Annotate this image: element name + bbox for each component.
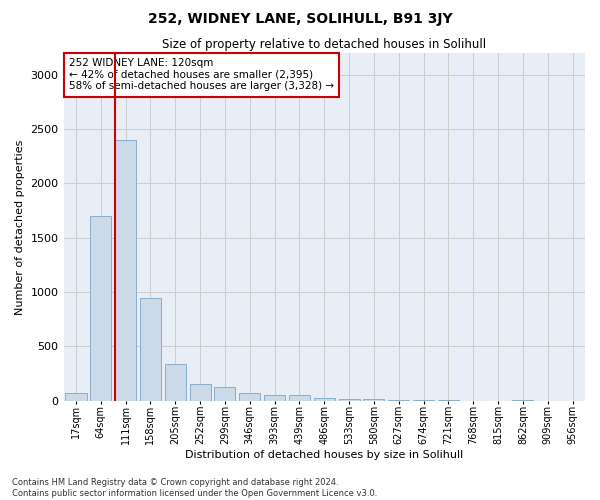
Bar: [512, 400, 533, 401]
Bar: [338, 398, 359, 401]
Bar: [239, 393, 260, 401]
Text: 252, WIDNEY LANE, SOLIHULL, B91 3JY: 252, WIDNEY LANE, SOLIHULL, B91 3JY: [148, 12, 452, 26]
Title: Size of property relative to detached houses in Solihull: Size of property relative to detached ho…: [162, 38, 487, 51]
Bar: [289, 396, 310, 401]
Text: 252 WIDNEY LANE: 120sqm
← 42% of detached houses are smaller (2,395)
58% of semi: 252 WIDNEY LANE: 120sqm ← 42% of detache…: [69, 58, 334, 92]
Bar: [65, 392, 86, 401]
Bar: [190, 384, 211, 401]
Bar: [364, 398, 385, 401]
Bar: [115, 140, 136, 401]
Bar: [90, 216, 112, 401]
Bar: [165, 364, 186, 401]
Y-axis label: Number of detached properties: Number of detached properties: [15, 139, 25, 314]
Bar: [438, 400, 459, 401]
Bar: [140, 298, 161, 401]
X-axis label: Distribution of detached houses by size in Solihull: Distribution of detached houses by size …: [185, 450, 463, 460]
Bar: [413, 400, 434, 401]
Bar: [214, 386, 235, 401]
Text: Contains HM Land Registry data © Crown copyright and database right 2024.
Contai: Contains HM Land Registry data © Crown c…: [12, 478, 377, 498]
Bar: [314, 398, 335, 401]
Bar: [264, 396, 285, 401]
Bar: [388, 400, 409, 401]
